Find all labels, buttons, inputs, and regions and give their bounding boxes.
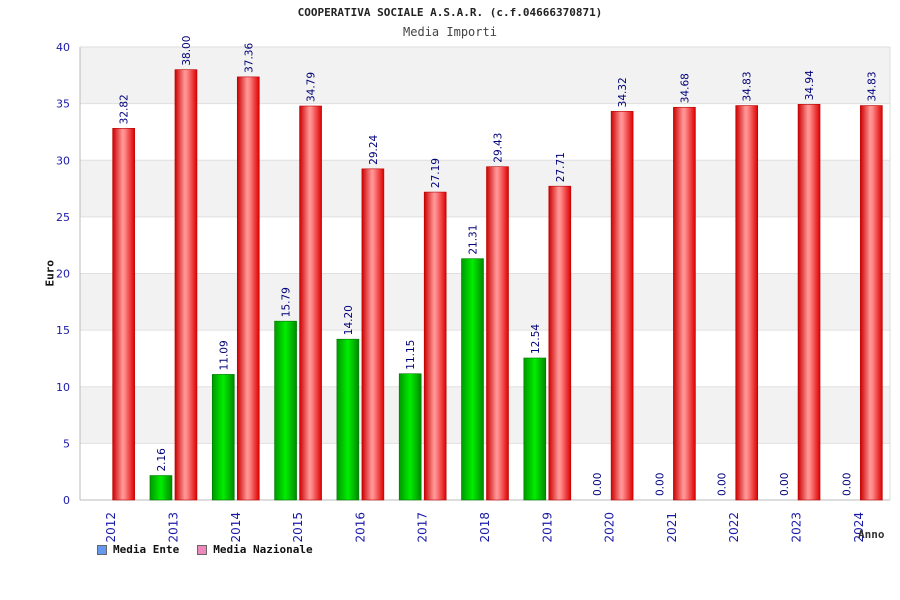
value-label-media-nazionale: 34.68 (679, 73, 691, 103)
bar-media-ente (336, 338, 360, 501)
value-label-media-ente: 14.20 (343, 305, 355, 335)
bar-media-nazionale (361, 168, 385, 501)
bar-media-nazionale (797, 104, 821, 501)
y-tick-label: 35 (56, 98, 70, 111)
value-label-media-ente: 0.00 (779, 473, 791, 496)
value-label-media-nazionale: 34.32 (617, 77, 629, 107)
legend-swatch-ente (97, 544, 107, 555)
y-tick-label: 15 (56, 324, 70, 337)
value-label-media-nazionale: 37.36 (243, 43, 255, 73)
x-tick-label: 2016 (353, 512, 367, 543)
legend-item-ente: Media Ente (97, 543, 179, 556)
bar-media-ente (149, 475, 173, 501)
value-label-media-ente: 11.15 (405, 340, 417, 370)
bar-media-nazionale (299, 105, 322, 501)
bar-media-nazionale (610, 111, 634, 501)
legend-item-nazionale: Media Nazionale (197, 543, 313, 556)
x-tick-label: 2024 (852, 512, 866, 543)
chart-subtitle: Media Importi (403, 25, 497, 39)
legend-label-nazionale: Media Nazionale (213, 543, 313, 556)
grid-band (80, 386, 890, 444)
value-label-media-nazionale: 32.82 (119, 94, 131, 124)
value-label-media-nazionale: 34.79 (306, 72, 318, 102)
value-label-media-ente: 0.00 (654, 473, 666, 496)
value-label-media-ente: 12.54 (530, 324, 542, 354)
chart-title: COOPERATIVA SOCIALE A.S.A.R. (c.f.046663… (297, 6, 603, 19)
y-tick-label: 10 (56, 381, 70, 394)
x-tick-label: 2012 (104, 512, 118, 543)
x-tick-label: 2017 (416, 512, 430, 543)
x-tick-label: 2021 (665, 512, 679, 543)
x-tick-label: 2018 (478, 512, 492, 543)
value-label-media-nazionale: 29.24 (368, 134, 380, 164)
bar-media-ente (274, 320, 297, 501)
x-tick-label: 2019 (540, 512, 554, 543)
value-label-media-ente: 11.09 (218, 340, 230, 370)
value-label-media-ente: 2.16 (156, 448, 168, 472)
bar-media-nazionale (174, 69, 198, 501)
legend: Media Ente Media Nazionale (97, 543, 313, 556)
grid-band (80, 160, 890, 217)
x-tick-label: 2015 (291, 512, 305, 543)
grid-band (80, 273, 890, 331)
bar-media-ente (461, 258, 484, 501)
y-tick-label: 40 (56, 41, 70, 54)
bar-media-nazionale (860, 105, 883, 501)
bar-media-nazionale (423, 191, 447, 501)
x-tick-label: 2013 (166, 512, 180, 543)
grid-band (80, 47, 890, 104)
y-tick-label: 0 (63, 494, 70, 507)
x-tick-label: 2020 (603, 512, 617, 543)
y-tick-label: 30 (56, 154, 70, 167)
y-tick-label: 25 (56, 211, 70, 224)
value-label-media-nazionale: 34.83 (866, 71, 878, 101)
bar-media-nazionale (548, 185, 572, 501)
bar-media-nazionale (673, 106, 696, 501)
value-label-media-nazionale: 27.19 (430, 158, 442, 188)
x-tick-label: 2023 (790, 512, 804, 543)
legend-swatch-nazionale (197, 544, 208, 555)
y-tick-label: 5 (63, 437, 70, 450)
value-label-media-ente: 21.31 (468, 225, 480, 255)
value-label-media-ente: 0.00 (717, 473, 729, 496)
x-axis-label: Anno (858, 528, 885, 541)
value-label-media-ente: 0.00 (841, 473, 853, 496)
y-tick-label: 20 (56, 268, 70, 281)
value-label-media-ente: 15.79 (281, 287, 293, 317)
bar-media-nazionale (112, 128, 135, 501)
value-label-media-nazionale: 34.94 (804, 70, 816, 100)
value-label-media-nazionale: 27.71 (555, 152, 567, 182)
x-tick-label: 2022 (727, 512, 741, 543)
bar-media-ente (398, 373, 422, 501)
bar-media-ente (211, 374, 235, 501)
value-label-media-nazionale: 34.83 (742, 71, 754, 101)
value-label-media-nazionale: 38.00 (181, 36, 193, 66)
x-tick-label: 2014 (229, 512, 243, 543)
bar-media-nazionale (486, 166, 509, 501)
value-label-media-nazionale: 29.43 (493, 133, 505, 163)
bar-media-nazionale (735, 105, 759, 501)
bar-media-ente (523, 357, 547, 501)
bar-media-nazionale (236, 76, 260, 501)
value-label-media-ente: 0.00 (592, 473, 604, 496)
legend-label-ente: Media Ente (113, 543, 180, 556)
